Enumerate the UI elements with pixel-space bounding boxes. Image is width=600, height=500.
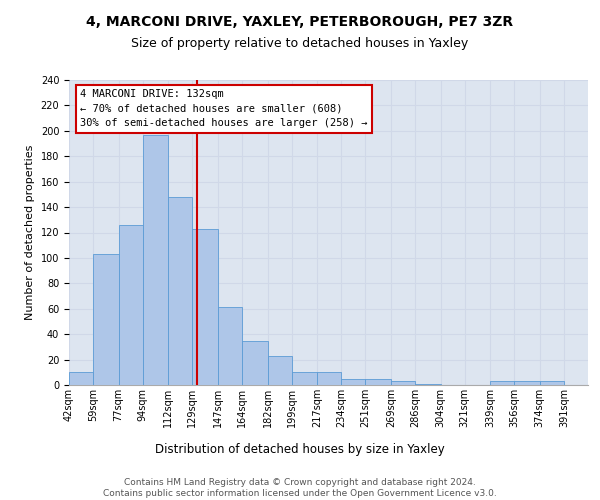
Bar <box>540 381 564 385</box>
Bar <box>168 197 193 385</box>
Text: Contains HM Land Registry data © Crown copyright and database right 2024.
Contai: Contains HM Land Registry data © Crown c… <box>103 478 497 498</box>
Bar <box>69 372 93 385</box>
Bar <box>341 378 365 385</box>
Bar <box>93 254 119 385</box>
Text: 4 MARCONI DRIVE: 132sqm
← 70% of detached houses are smaller (608)
30% of semi-d: 4 MARCONI DRIVE: 132sqm ← 70% of detache… <box>80 89 368 128</box>
Bar <box>143 134 168 385</box>
Bar <box>365 378 391 385</box>
Bar <box>242 340 268 385</box>
Bar <box>218 308 242 385</box>
Bar <box>490 381 514 385</box>
Y-axis label: Number of detached properties: Number of detached properties <box>25 145 35 320</box>
Bar <box>119 225 143 385</box>
Bar <box>514 381 540 385</box>
Bar <box>391 381 415 385</box>
Bar <box>268 356 292 385</box>
Text: Size of property relative to detached houses in Yaxley: Size of property relative to detached ho… <box>131 38 469 51</box>
Bar <box>317 372 341 385</box>
Bar <box>415 384 440 385</box>
Bar <box>193 228 218 385</box>
Bar <box>292 372 317 385</box>
Text: 4, MARCONI DRIVE, YAXLEY, PETERBOROUGH, PE7 3ZR: 4, MARCONI DRIVE, YAXLEY, PETERBOROUGH, … <box>86 15 514 29</box>
Text: Distribution of detached houses by size in Yaxley: Distribution of detached houses by size … <box>155 442 445 456</box>
